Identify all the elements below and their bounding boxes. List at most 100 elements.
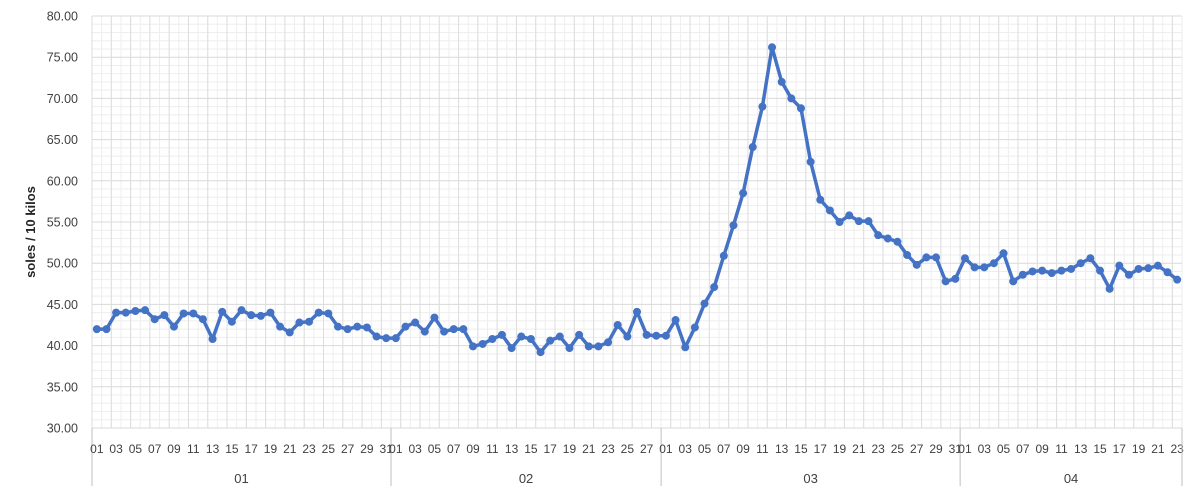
x-tick-label: 15 [794, 442, 808, 456]
data-point [710, 283, 718, 291]
y-tick-label: 50.00 [47, 257, 78, 271]
x-tick-label: 15 [524, 442, 538, 456]
data-point [816, 196, 824, 204]
data-point [102, 325, 110, 333]
x-tick-label: 15 [225, 442, 239, 456]
x-tick-label: 07 [1016, 442, 1030, 456]
data-point [373, 333, 381, 341]
data-point [1115, 262, 1123, 270]
x-tick-label: 25 [322, 442, 336, 456]
data-point [440, 328, 448, 336]
data-point [874, 231, 882, 239]
data-point [729, 221, 737, 229]
y-tick-label: 45.00 [47, 298, 78, 312]
x-tick-label: 09 [466, 442, 480, 456]
data-point [315, 309, 323, 317]
data-point [623, 333, 631, 341]
data-point [1106, 285, 1114, 293]
y-tick-label: 80.00 [47, 10, 78, 24]
data-point [199, 315, 207, 323]
x-group-label: 03 [803, 471, 817, 486]
x-tick-label: 03 [679, 442, 693, 456]
x-tick-label: 11 [187, 442, 200, 456]
data-point [430, 314, 438, 322]
data-point [1077, 259, 1085, 267]
data-point [961, 254, 969, 262]
x-tick-label: 29 [360, 442, 374, 456]
data-point [681, 343, 689, 351]
data-point [151, 315, 159, 323]
data-point [411, 319, 419, 327]
x-tick-label: 11 [1055, 442, 1068, 456]
y-tick-label: 60.00 [47, 174, 78, 188]
x-tick-label: 17 [544, 442, 558, 456]
y-tick-label: 35.00 [47, 380, 78, 394]
x-tick-label: 05 [428, 442, 442, 456]
data-point [324, 309, 332, 317]
data-point [826, 206, 834, 214]
data-point [749, 143, 757, 151]
data-point [180, 309, 188, 317]
data-point [1144, 264, 1152, 272]
x-tick-label: 01 [958, 442, 972, 456]
data-point [845, 211, 853, 219]
data-point [768, 43, 776, 51]
data-point [488, 335, 496, 343]
data-point [537, 348, 545, 356]
data-point [787, 94, 795, 102]
data-point [758, 103, 766, 111]
x-group-label: 01 [234, 471, 248, 486]
data-point [421, 328, 429, 336]
data-point [334, 323, 342, 331]
x-tick-label: 03 [109, 442, 123, 456]
x-tick-label: 21 [852, 442, 866, 456]
data-point [218, 308, 226, 316]
y-axis-tick-labels: 30.0035.0040.0045.0050.0055.0060.0065.00… [47, 10, 78, 436]
data-point [556, 333, 564, 341]
data-point [286, 328, 294, 336]
data-point [575, 331, 583, 339]
x-tick-label: 05 [698, 442, 712, 456]
data-point [401, 323, 409, 331]
x-tick-label: 21 [1151, 442, 1165, 456]
x-tick-label: 01 [659, 442, 673, 456]
data-point [836, 218, 844, 226]
data-point [1067, 265, 1075, 273]
x-group-label: 02 [519, 471, 533, 486]
data-point [652, 332, 660, 340]
data-point [295, 319, 303, 327]
x-axis: 01 03 05 07 09 11 13 15 17 19 21 23 25 27 29 310101 03 05… [90, 428, 1184, 486]
x-tick-label: 27 [640, 442, 654, 456]
x-tick-label: 07 [447, 442, 461, 456]
data-point [778, 78, 786, 86]
x-tick-label: 11 [756, 442, 769, 456]
x-tick-label: 07 [717, 442, 731, 456]
data-point [585, 342, 593, 350]
series-polyline [97, 47, 1177, 352]
x-tick-label: 15 [1093, 442, 1107, 456]
data-point [565, 344, 573, 352]
data-point [170, 323, 178, 331]
data-point [160, 311, 168, 319]
data-point [479, 340, 487, 348]
data-point [971, 263, 979, 271]
x-tick-label: 01 [389, 442, 403, 456]
x-tick-label: 03 [408, 442, 422, 456]
x-tick-label: 13 [206, 442, 220, 456]
x-tick-label: 21 [283, 442, 297, 456]
data-point [913, 261, 921, 269]
x-tick-label: 05 [129, 442, 143, 456]
data-point [305, 318, 313, 326]
data-point [353, 323, 361, 331]
data-point [893, 238, 901, 246]
data-point [807, 158, 815, 166]
data-point [932, 253, 940, 261]
y-tick-label: 75.00 [47, 51, 78, 65]
x-tick-label: 27 [910, 442, 924, 456]
x-tick-label: 13 [1074, 442, 1088, 456]
data-point [739, 189, 747, 197]
data-point [546, 337, 554, 345]
data-point [942, 277, 950, 285]
data-point [1000, 249, 1008, 257]
